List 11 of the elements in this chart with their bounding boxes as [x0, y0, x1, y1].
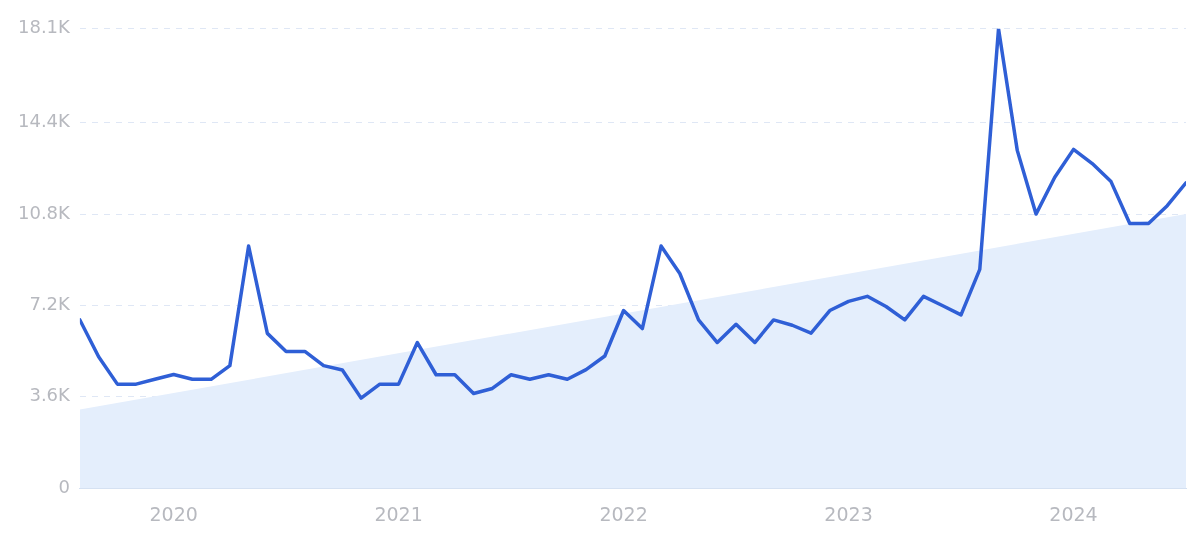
x-tick-label: 2023: [824, 502, 873, 525]
y-tick-label: 0: [58, 475, 70, 497]
x-tick-label: 2024: [1049, 502, 1098, 525]
x-tick-label: 2020: [149, 502, 198, 525]
x-tick-label: 2022: [599, 502, 648, 525]
y-tick-label: 10.8K: [17, 201, 72, 223]
x-tick-label: 2021: [374, 502, 423, 525]
y-tick-label: 18.1K: [17, 16, 72, 38]
y-tick-label: 7.2K: [29, 293, 72, 315]
y-tick-label: 14.4K: [17, 110, 72, 132]
y-tick-label: 3.6K: [29, 384, 72, 406]
